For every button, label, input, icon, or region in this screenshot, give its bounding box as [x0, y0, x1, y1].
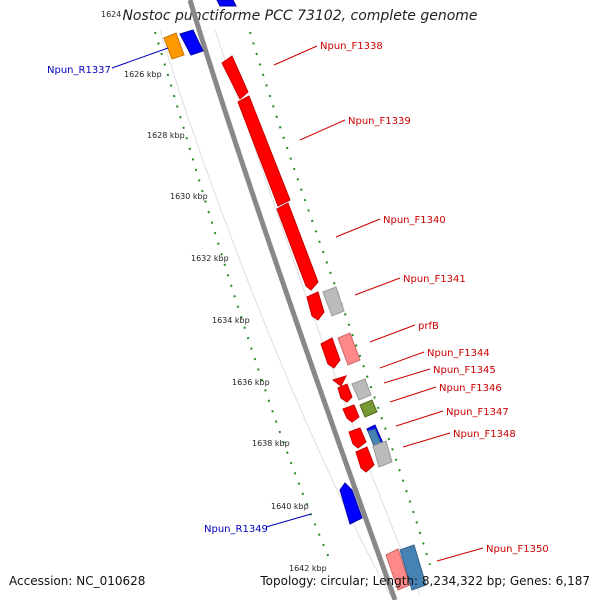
leader-Npun_F1347	[395, 410, 444, 427]
label-prfB[interactable]: prfB	[418, 321, 439, 332]
kbp-label-1632: 1632 kbp	[191, 254, 229, 263]
label-Npun_F1339[interactable]: Npun_F1339	[348, 116, 411, 127]
topology-text: Topology: circular; Length: 8,234,322 bp…	[260, 574, 590, 588]
leader-Npun_F1348	[402, 432, 451, 448]
kbp-label-1636: 1636 kbp	[232, 378, 270, 387]
leader-Npun_F1346	[389, 386, 437, 403]
leader-Npun_F1345	[383, 368, 431, 384]
gene-Npun_F1341[interactable]	[306, 291, 325, 321]
genome-backbone	[187, 0, 398, 600]
gene-Npun_R1349[interactable]	[339, 482, 363, 525]
leader-Npun_R1337	[111, 47, 169, 69]
label-Npun_R1337[interactable]: Npun_R1337	[47, 65, 111, 76]
kbp-label-1624: 1624	[101, 10, 121, 19]
kbp-label-1640: 1640 kbp	[271, 502, 309, 511]
gene-Npun_R1337-partner[interactable]	[179, 29, 204, 56]
gene-Npun_F1345[interactable]	[337, 383, 353, 403]
gene-Npun_F1350-partner[interactable]	[399, 544, 427, 591]
label-Npun_R1349[interactable]: Npun_R1349	[204, 524, 268, 535]
gene-Npun_F1338[interactable]	[221, 55, 249, 100]
leader-Npun_F1344	[379, 351, 425, 369]
gene-Npun_F1347[interactable]	[348, 427, 367, 449]
gene-Npun_F1346[interactable]	[342, 404, 360, 423]
kbp-label-1626: 1626 kbp	[124, 70, 162, 79]
label-Npun_F1338[interactable]: Npun_F1338	[320, 41, 383, 52]
gene-Npun_F1339[interactable]	[237, 95, 291, 207]
label-Npun_F1346[interactable]: Npun_F1346	[439, 383, 502, 394]
genome-title: Nostoc punctiforme PCC 73102, complete g…	[122, 8, 478, 24]
gene-Npun_R1337[interactable]	[163, 32, 185, 60]
kbp-label-1638: 1638 kbp	[252, 439, 290, 448]
gene-Npun_F1348-partner[interactable]	[372, 440, 393, 468]
gene-Npun_F1341-partner[interactable]	[322, 286, 345, 317]
label-Npun_F1347[interactable]: Npun_F1347	[446, 407, 509, 418]
kbp-label-1628: 1628 kbp	[147, 131, 185, 140]
label-Npun_F1350[interactable]: Npun_F1350	[486, 544, 549, 555]
gene-Npun_F1346-partner[interactable]	[359, 399, 378, 418]
label-Npun_F1345[interactable]: Npun_F1345	[433, 365, 496, 376]
leader-Npun_F1341	[354, 277, 401, 296]
kbp-label-1642: 1642 kbp	[289, 564, 327, 573]
gene-top-partner[interactable]	[216, 0, 237, 7]
leader-Npun_F1340	[335, 218, 381, 238]
label-Npun_F1340[interactable]: Npun_F1340	[383, 215, 446, 226]
label-Npun_F1348[interactable]: Npun_F1348	[453, 429, 516, 440]
gene-prfB[interactable]	[320, 337, 341, 369]
label-Npun_F1341[interactable]: Npun_F1341	[403, 274, 466, 285]
leader-Npun_F1350	[436, 547, 484, 562]
kbp-label-1634: 1634 kbp	[212, 316, 250, 325]
kbp-label-1630: 1630 kbp	[170, 192, 208, 201]
gene-Npun_F1348[interactable]	[355, 446, 375, 473]
label-Npun_F1344[interactable]: Npun_F1344	[427, 348, 490, 359]
leader-Npun_F1338	[273, 45, 318, 66]
gene-prfB-partner[interactable]	[337, 332, 361, 366]
accession-text: Accession: NC_010628	[9, 574, 146, 588]
leader-Npun_R1349	[265, 513, 312, 528]
leader-prfB	[369, 324, 416, 343]
gene-Npun_F1345-partner[interactable]	[351, 378, 372, 401]
gene-Npun_F1340[interactable]	[276, 202, 319, 291]
leader-Npun_F1339	[299, 119, 346, 141]
gene-Npun_F1344[interactable]	[331, 375, 347, 387]
